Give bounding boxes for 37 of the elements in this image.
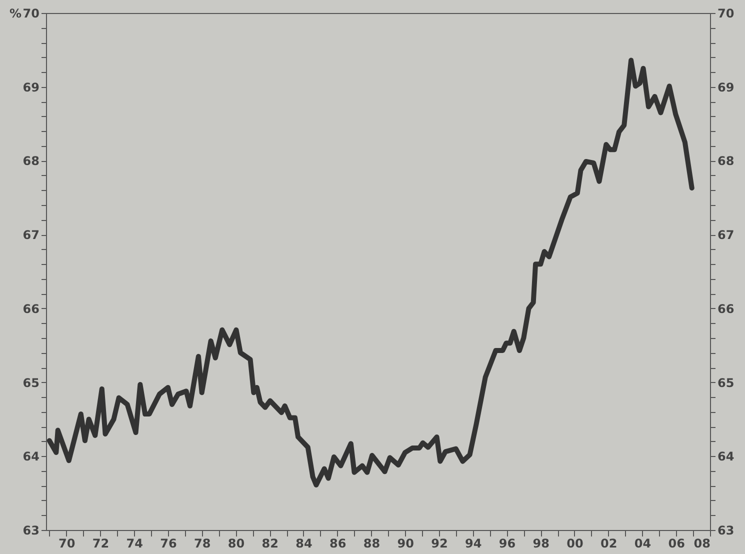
- y-tick-label: 65: [22, 376, 40, 390]
- x-tick-label: 74: [126, 536, 143, 550]
- y2-tick-label: 65: [718, 376, 734, 390]
- x-tick-label: 76: [160, 536, 177, 550]
- y2-tick-label: 69: [718, 80, 734, 94]
- x-tick-label: 82: [262, 536, 278, 550]
- x-tick-label: 84: [296, 536, 312, 550]
- y2-tick-label: 70: [718, 6, 734, 20]
- x-tick-label: 88: [363, 536, 380, 550]
- y-tick-label: 64: [22, 450, 40, 464]
- x-tick-label: 94: [465, 536, 482, 550]
- x-tick-label: 86: [329, 536, 346, 550]
- x-tick-label: 72: [92, 536, 110, 550]
- y-tick-label: 70: [22, 6, 40, 20]
- x-tick-label: 90: [397, 536, 414, 550]
- x-tick-label: 78: [194, 536, 211, 550]
- y2-tick-label: 63: [718, 524, 734, 538]
- x-tick-label: 96: [498, 536, 516, 550]
- x-tick-label: 98: [532, 536, 550, 550]
- x-tick-label: 06: [668, 536, 685, 550]
- x-tick-label: 08: [694, 536, 710, 550]
- y2-tick-label: 68: [718, 154, 734, 168]
- y2-tick-label: 66: [718, 302, 734, 316]
- x-tick-label: 92: [431, 536, 448, 550]
- x-tick-label: 80: [228, 536, 245, 550]
- x-tick-label: 00: [566, 536, 584, 550]
- x-tick-label: 04: [634, 536, 652, 550]
- x-tick-label: 70: [58, 536, 76, 550]
- y-tick-label: 66: [22, 302, 40, 316]
- y2-tick-label: 67: [718, 228, 734, 242]
- y-tick-label: 67: [22, 228, 40, 242]
- x-tick-label: 02: [600, 536, 618, 550]
- y-tick-label: 68: [22, 154, 40, 168]
- y-tick-label: 63: [22, 524, 40, 538]
- y-tick-label: 69: [22, 80, 40, 94]
- y2-tick-label: 64: [718, 450, 734, 464]
- y-axis-title: %: [9, 6, 22, 20]
